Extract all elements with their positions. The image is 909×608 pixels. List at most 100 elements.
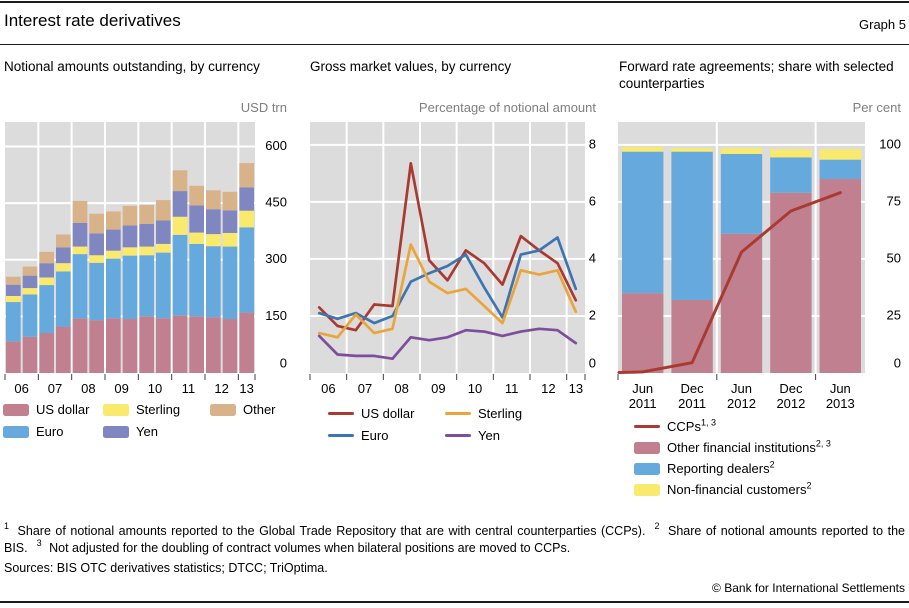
reporting-dealers-swatch xyxy=(634,462,660,475)
bar-segment-sterling xyxy=(172,216,188,235)
bar-segment-sterling xyxy=(139,246,154,256)
y-tick-label: 0 xyxy=(589,355,596,370)
x-tick-label: 08 xyxy=(394,381,408,396)
bottom-rule xyxy=(0,601,909,603)
bar-segment-euro xyxy=(139,255,154,317)
bar-segment-yen xyxy=(22,275,38,289)
bar-segment-reporting-dealers xyxy=(720,153,763,234)
legend-item-euro: Euro xyxy=(3,424,103,439)
legend-label: Euro xyxy=(361,428,389,443)
x-tick-label: 13 xyxy=(569,381,583,396)
bar-segment-euro xyxy=(56,271,71,327)
x-tick-label: Jun xyxy=(632,381,653,396)
bar-segment-euro xyxy=(22,294,38,337)
x-tick-label: 07 xyxy=(358,381,372,396)
y-tick-label: 450 xyxy=(265,195,287,210)
bar-segment-sterling xyxy=(39,277,54,286)
legend-label: Other xyxy=(243,402,276,417)
bar-segment-other-financial-institutions xyxy=(819,179,861,373)
y-tick-label: 100 xyxy=(879,136,901,151)
x-tick-label: 06 xyxy=(321,381,335,396)
y-tick-label: 25 xyxy=(887,307,901,322)
bar-segment-yen xyxy=(156,220,171,244)
y-tick-label: 2 xyxy=(589,307,596,322)
y-tick-label: 0 xyxy=(280,355,287,370)
panel3-title: Forward rate agreements; share with sele… xyxy=(619,59,894,91)
other-financial-institutions-swatch xyxy=(634,441,660,454)
bar-segment-other xyxy=(56,234,71,248)
x-tick-label: 2012 xyxy=(776,396,805,411)
bar-segment-us-dollar xyxy=(139,316,154,373)
page-title: Interest rate derivatives xyxy=(4,11,181,30)
yen-swatch xyxy=(445,434,471,437)
bar-segment-other xyxy=(22,266,38,276)
legend-label: Non-financial customers2 xyxy=(667,480,812,497)
x-tick-label: Dec xyxy=(681,381,705,396)
footnote-marker: 2 xyxy=(769,459,775,470)
bar-segment-other xyxy=(156,200,171,221)
x-tick-label: Jun xyxy=(830,381,851,396)
ccps-swatch xyxy=(634,425,660,428)
panel1-title: Notional amounts outstanding, by currenc… xyxy=(4,59,260,74)
bar-segment-other-financial-institutions xyxy=(720,233,763,373)
bar-segment-euro xyxy=(156,252,171,319)
y-tick-label: 4 xyxy=(589,250,596,265)
chart-panel-3: Jun2011Dec2011Jun2012Dec2012Jun201302550… xyxy=(617,122,901,411)
bar-segment-non-financial-customers xyxy=(770,149,812,158)
legend-label: Yen xyxy=(478,428,500,443)
legend-label: CCPs1, 3 xyxy=(667,417,716,434)
panel2-title: Gross market values, by currency xyxy=(310,59,512,74)
data-line-euro xyxy=(317,236,578,325)
bar-segment-other xyxy=(172,170,188,192)
bar-segment-sterling xyxy=(6,296,21,303)
bar-segment-other xyxy=(222,191,238,211)
bar-segment-yen xyxy=(139,223,154,247)
bar-segment-us-dollar xyxy=(156,318,171,373)
x-tick-label: 10 xyxy=(468,381,482,396)
bar-segment-non-financial-customers xyxy=(720,148,763,154)
panel1-unit-label: USD trn xyxy=(240,100,287,115)
bar-segment-sterling xyxy=(222,232,238,247)
footnote-marker: 2 xyxy=(654,521,660,532)
bar-segment-reporting-dealers xyxy=(819,159,861,180)
chart-panel-1: 06 07 08 09 10 11 12 13 0 150 300 450 600 xyxy=(4,122,287,396)
bar-segment-yen xyxy=(106,229,121,251)
top-rule xyxy=(0,1,909,3)
legend-item-us-dollar: US dollar xyxy=(3,402,103,417)
bar-segment-sterling xyxy=(206,234,221,247)
panel1-legend: US dollar Sterling Other Euro Yen xyxy=(3,402,276,439)
bar-segment-yen xyxy=(39,263,54,278)
non-financial-customers-swatch xyxy=(634,483,660,496)
x-tick-label: 10 xyxy=(148,381,162,396)
bar-segment-yen xyxy=(56,247,71,264)
bar-segment-other xyxy=(122,205,138,226)
euro-swatch xyxy=(3,425,29,438)
bar-segment-non-financial-customers xyxy=(622,147,664,152)
us-dollar-swatch xyxy=(3,403,29,416)
chart-panel-2: 06 07 08 09 10 11 12 13 0 2 4 6 8 xyxy=(309,122,596,396)
x-tick-label: 11 xyxy=(505,381,519,396)
legend-label: Yen xyxy=(136,424,158,439)
data-line-sterling xyxy=(317,243,578,339)
bar-segment-other-financial-institutions xyxy=(770,192,812,373)
bar-segment-sterling xyxy=(56,263,71,272)
bar-segment-yen xyxy=(6,284,21,297)
legend-item-ccps: CCPs1, 3 xyxy=(634,417,831,434)
bar-segment-euro xyxy=(6,302,21,342)
x-tick-label: 11 xyxy=(182,381,196,396)
bar-segment-euro xyxy=(72,254,88,319)
panel3-unit-label: Per cent xyxy=(852,100,901,115)
sterling-swatch xyxy=(445,412,471,415)
bar-segment-euro xyxy=(222,246,238,320)
euro-swatch xyxy=(328,434,354,437)
bar-segment-sterling xyxy=(122,247,138,256)
y-tick-label: 50 xyxy=(887,250,901,265)
x-tick-label: 12 xyxy=(214,381,228,396)
x-tick-label: 07 xyxy=(48,381,62,396)
y-tick-label: 300 xyxy=(265,251,287,266)
bar-segment-us-dollar xyxy=(56,326,71,373)
bar-segment-reporting-dealers xyxy=(770,157,812,193)
legend-label: US dollar xyxy=(36,402,90,417)
legend-label: Reporting dealers2 xyxy=(667,459,775,476)
bar-segment-us-dollar xyxy=(206,317,221,373)
